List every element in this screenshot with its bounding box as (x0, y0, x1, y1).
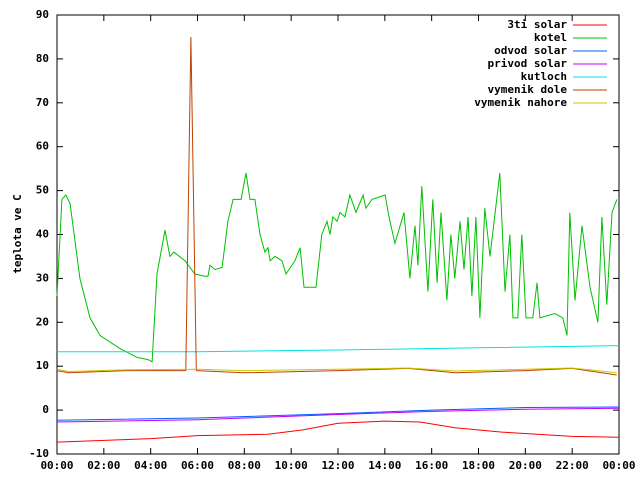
x-tick-label: 18:00 (462, 459, 495, 472)
x-tick-label: 16:00 (415, 459, 448, 472)
x-tick-label: 00:00 (602, 459, 635, 472)
legend-label: kutloch (521, 70, 567, 83)
series-line (56, 420, 620, 443)
x-tick-label: 22:00 (556, 459, 589, 472)
y-tick-label: 90 (36, 8, 49, 21)
x-tick-label: 02:00 (87, 459, 120, 472)
x-tick-label: 04:00 (134, 459, 167, 472)
y-tick-label: 10 (36, 359, 49, 372)
legend-label: vymenik dole (488, 83, 568, 96)
series-line (56, 36, 617, 376)
y-tick-label: 50 (36, 184, 49, 197)
y-axis-label: teplota ve C (11, 194, 24, 273)
legend-label: kotel (534, 31, 567, 44)
legend-label: odvod solar (494, 44, 567, 57)
y-tick-label: 0 (42, 403, 49, 416)
series-line (56, 367, 617, 374)
series-line (57, 345, 620, 353)
y-tick-label: 40 (36, 228, 49, 241)
y-tick-label: 20 (36, 315, 49, 328)
x-tick-label: 14:00 (368, 459, 401, 472)
x-tick-label: 12:00 (321, 459, 354, 472)
x-tick-label: 20:00 (509, 459, 542, 472)
series-line (56, 407, 620, 423)
x-tick-label: 10:00 (275, 459, 308, 472)
y-tick-label: 70 (36, 96, 49, 109)
y-tick-label: 30 (36, 271, 49, 284)
y-tick-label: -10 (29, 447, 49, 460)
x-tick-label: 08:00 (228, 459, 261, 472)
x-tick-label: 06:00 (181, 459, 214, 472)
legend-label: vymenik nahore (474, 96, 567, 109)
x-tick-label: 00:00 (40, 459, 73, 472)
y-tick-label: 80 (36, 52, 49, 65)
legend-label: 3ti solar (507, 18, 567, 31)
series-line (56, 406, 620, 421)
legend-label: privod solar (488, 57, 568, 70)
y-tick-label: 60 (36, 140, 49, 153)
